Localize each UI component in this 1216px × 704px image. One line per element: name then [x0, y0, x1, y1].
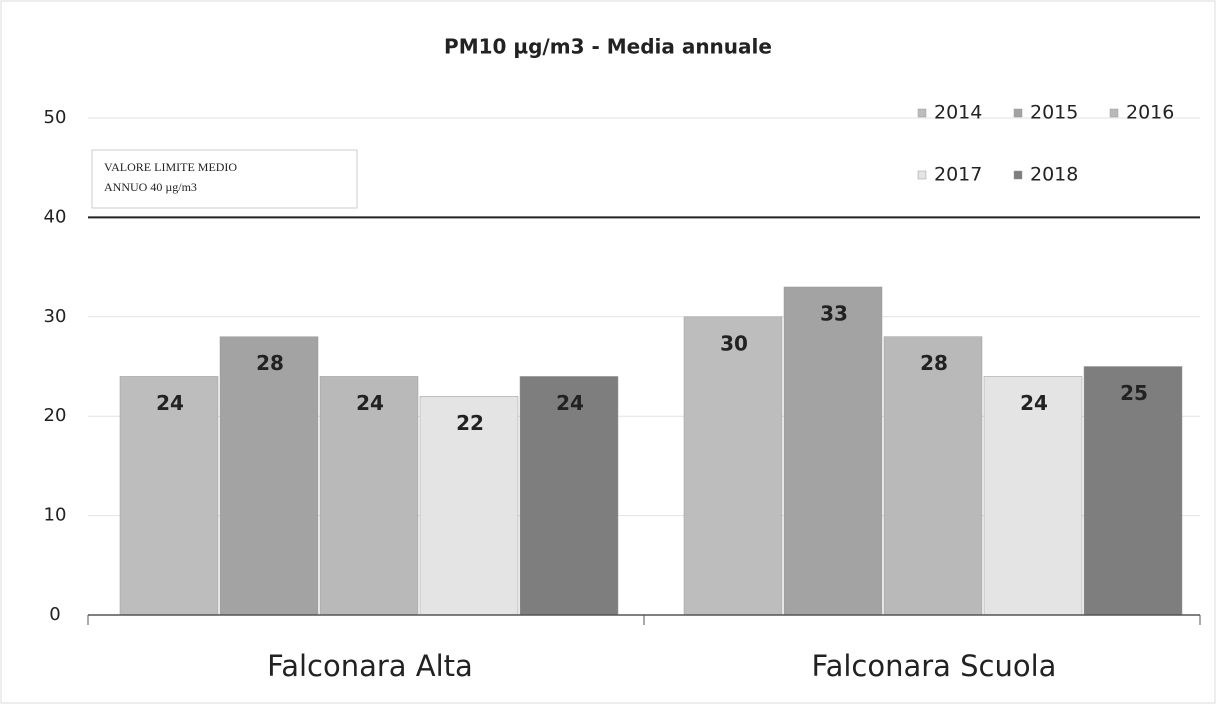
data-label: 28 — [920, 351, 948, 375]
bar — [683, 316, 783, 616]
bar — [419, 396, 519, 616]
y-tick-label: 30 — [44, 306, 67, 327]
data-label: 33 — [820, 301, 848, 325]
data-label: 30 — [720, 331, 748, 355]
data-label: 24 — [1020, 391, 1048, 415]
x-tick-label: Falconara Scuola — [812, 649, 1057, 683]
bar — [1083, 366, 1183, 616]
bar — [219, 336, 319, 616]
data-label: 28 — [256, 351, 284, 375]
bar — [319, 376, 419, 616]
legend-label: 2014 — [934, 102, 982, 124]
data-label: 24 — [556, 391, 584, 415]
legend-swatch — [917, 108, 927, 118]
data-label: 22 — [456, 411, 484, 435]
data-label: 24 — [356, 391, 384, 415]
legend-swatch — [1013, 108, 1023, 118]
y-tick-label: 40 — [44, 206, 67, 227]
legend-label: 2017 — [934, 164, 982, 186]
bar — [119, 376, 219, 616]
y-tick-label: 0 — [49, 604, 60, 625]
y-tick-label: 20 — [44, 405, 67, 426]
legend-swatch — [917, 170, 927, 180]
y-tick-label: 10 — [44, 505, 67, 526]
bar — [883, 336, 983, 616]
data-label: 24 — [156, 391, 184, 415]
legend-label: 2016 — [1126, 102, 1174, 124]
annotation-text: ANNUO 40 µg/m3 — [104, 180, 197, 194]
bar — [983, 376, 1083, 616]
chart-title: PM10 µg/m3 - Media annuale — [444, 35, 772, 59]
legend-label: 2018 — [1030, 164, 1078, 186]
bar — [783, 286, 883, 616]
data-label: 25 — [1120, 381, 1148, 405]
x-tick-label: Falconara Alta — [267, 649, 473, 683]
legend-swatch — [1109, 108, 1119, 118]
legend-label: 2015 — [1030, 102, 1078, 124]
annotation-box — [91, 149, 358, 209]
annotation-text: VALORE LIMITE MEDIO — [104, 160, 237, 174]
bar — [519, 376, 619, 616]
y-tick-label: 50 — [44, 107, 67, 128]
legend-swatch — [1013, 170, 1023, 180]
